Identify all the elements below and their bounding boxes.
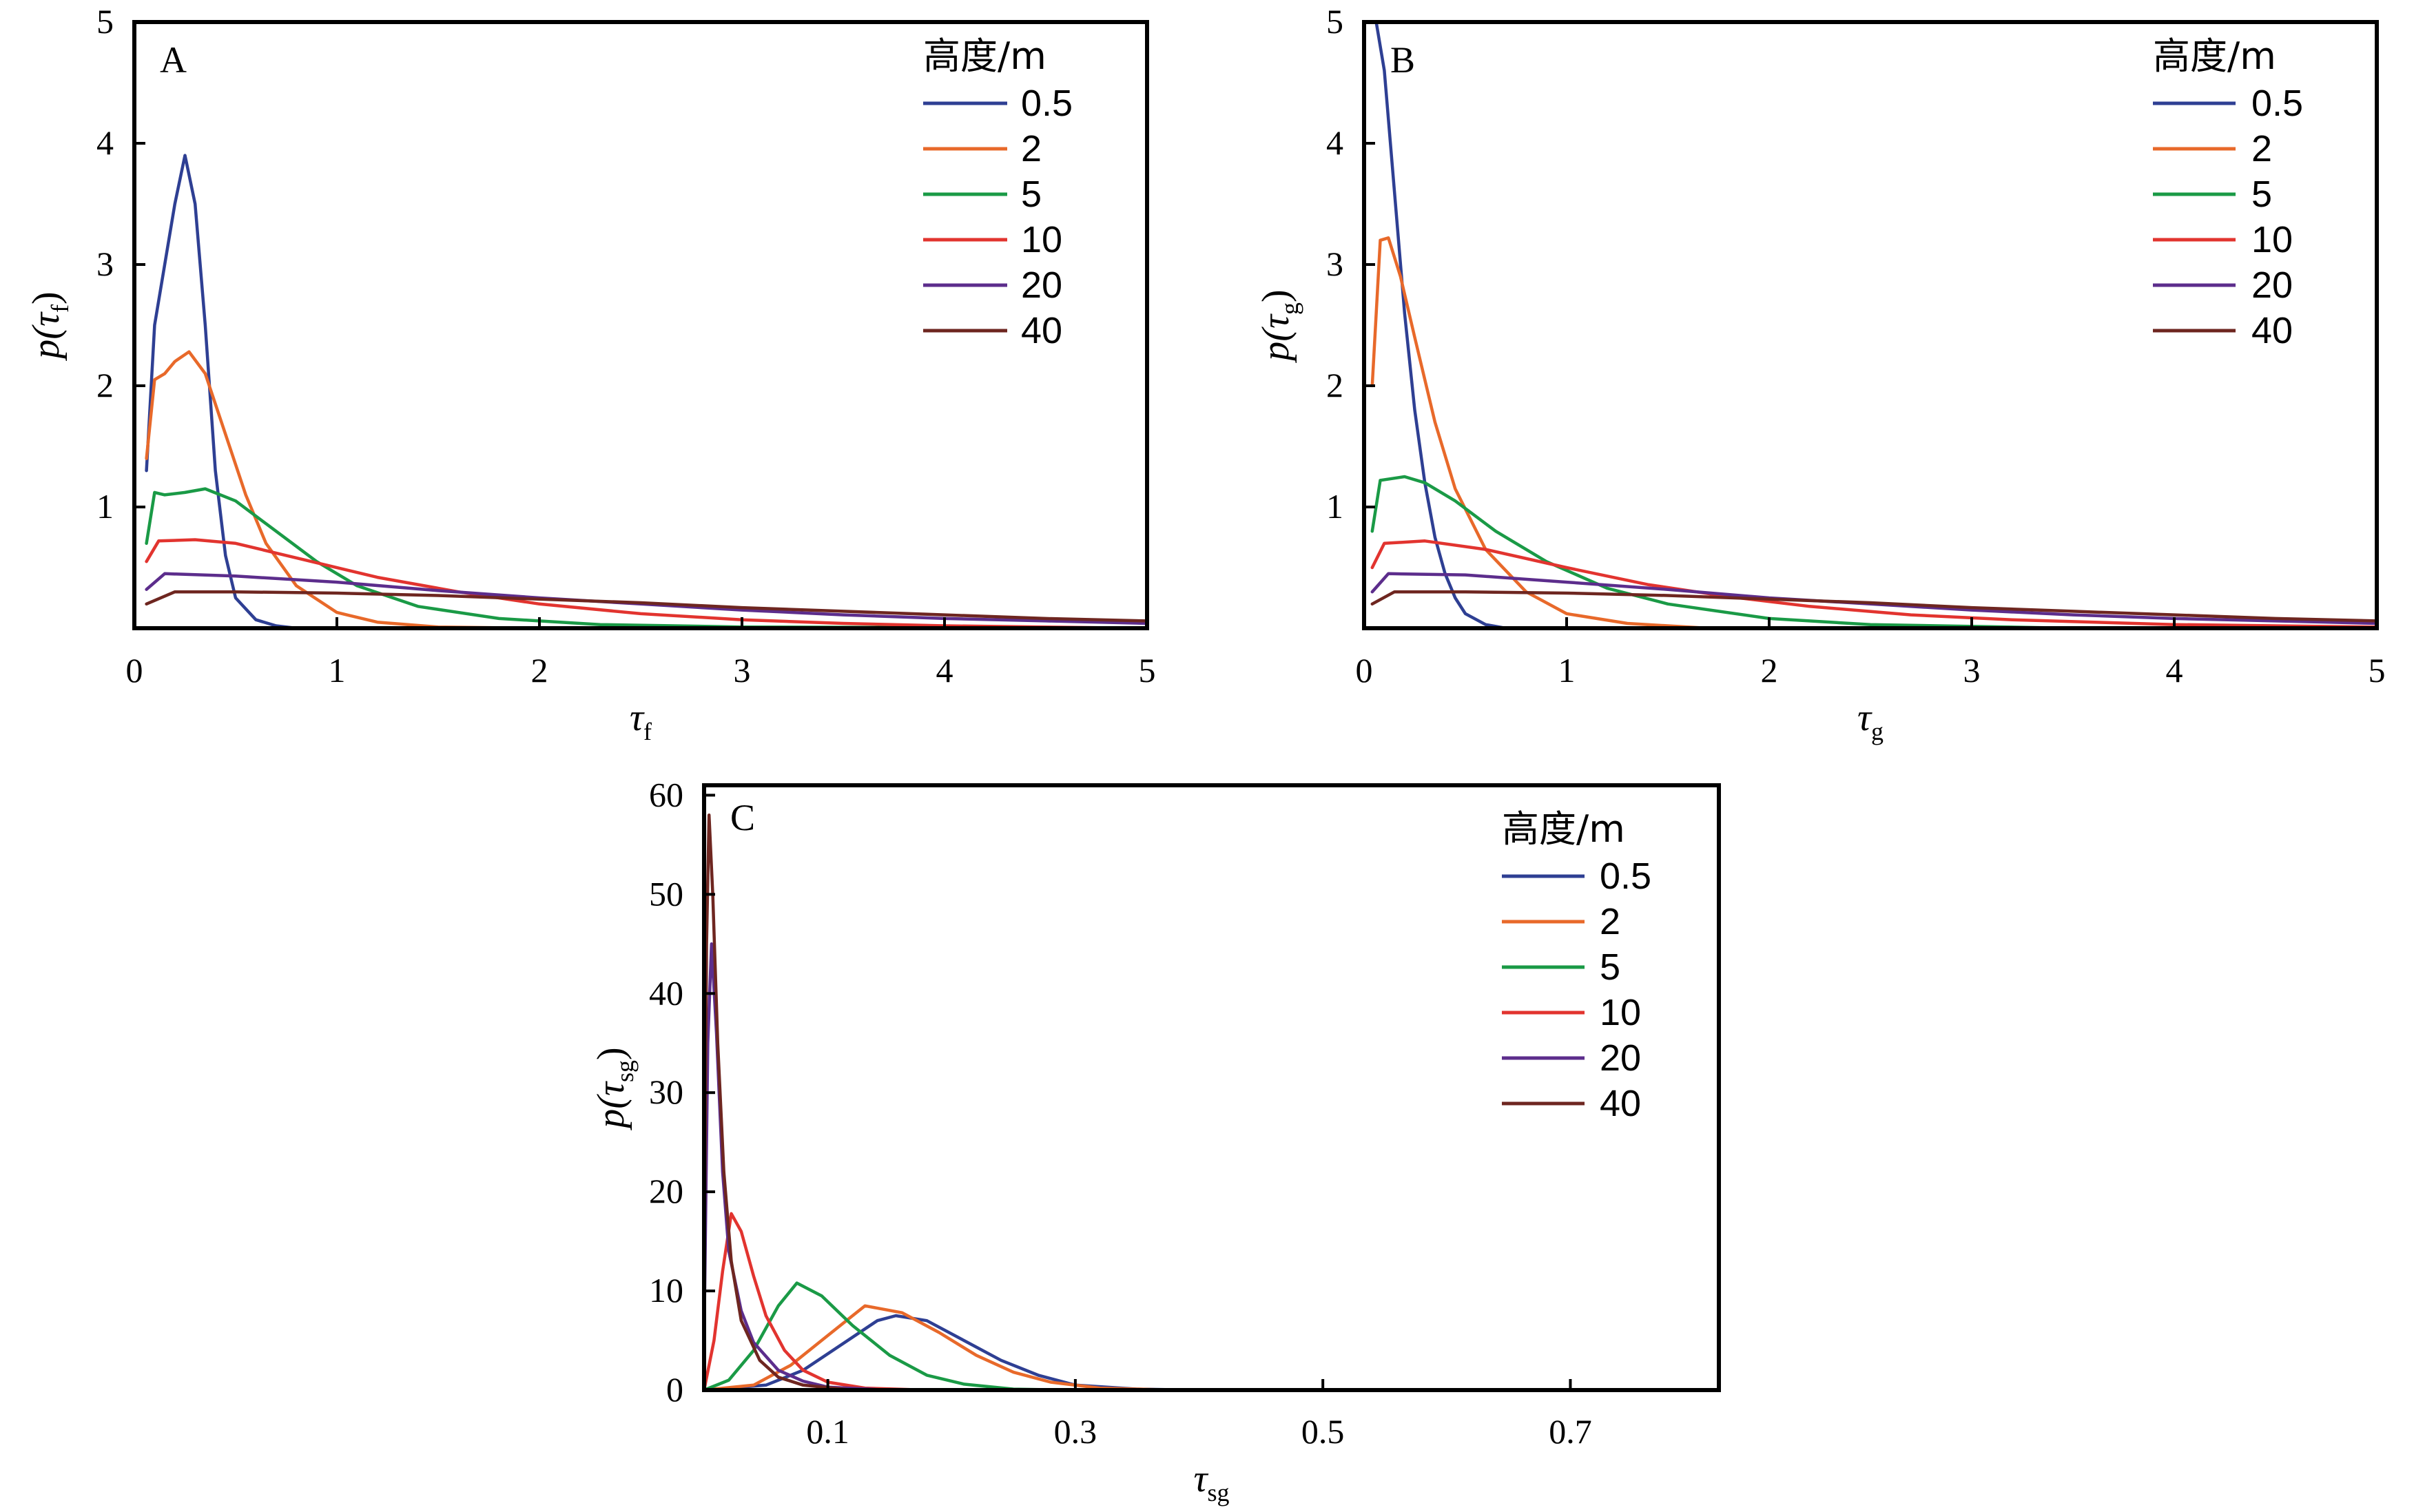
y-axis-label: p(τg)	[1255, 289, 1303, 363]
y-tick-label: 5	[1326, 2, 1343, 41]
series-group	[145, 154, 1149, 630]
legend-label: 5	[2251, 174, 2272, 215]
legend-label: 0.5	[1021, 83, 1073, 124]
series-line-0-5	[1374, 20, 1508, 630]
series-group	[1370, 20, 2379, 630]
legend-label: 20	[1600, 1037, 1641, 1079]
legend-label: 10	[2251, 219, 2293, 260]
legend-label: 0.5	[1600, 856, 1651, 897]
y-axis-label: p(τf)	[25, 291, 74, 361]
legend-title: 高度/m	[1502, 807, 1625, 851]
y-tick-label: 30	[649, 1073, 683, 1111]
legend-label: 2	[2251, 128, 2272, 169]
y-axis-label: p(τsg)	[590, 1047, 639, 1130]
legend-label: 40	[1021, 310, 1062, 351]
x-tick-label: 1	[329, 651, 346, 690]
legend-label: 0.5	[2251, 83, 2303, 124]
legend-label: 40	[1600, 1083, 1641, 1124]
legend-label: 5	[1600, 946, 1620, 988]
legend-label: 5	[1021, 174, 1042, 215]
y-tick-label: 3	[96, 245, 114, 283]
x-tick-label: 2	[1761, 651, 1778, 690]
series-line-40	[1370, 590, 2379, 623]
x-tick-label: 5	[1139, 651, 1156, 690]
x-axis-label: τf	[630, 696, 652, 745]
series-line-40	[702, 813, 854, 1392]
series-line-2	[145, 350, 541, 630]
x-tick-label: 2	[531, 651, 548, 690]
series-line-5	[145, 487, 1149, 630]
series-line-2	[1370, 236, 1711, 630]
panel-letter: A	[160, 39, 187, 81]
series-line-40	[145, 590, 1149, 623]
y-tick-label: 50	[649, 874, 683, 913]
legend-label: 10	[1021, 219, 1062, 260]
legend-label: 40	[2251, 310, 2293, 351]
y-tick-label: 40	[649, 973, 683, 1012]
series-line-20	[702, 942, 891, 1392]
plot-frame	[702, 783, 1721, 1392]
panel-letter: B	[1390, 39, 1415, 81]
y-tick-label: 4	[96, 123, 114, 162]
series-line-0-5	[145, 154, 298, 630]
x-tick-label: 0	[126, 651, 143, 690]
y-tick-label: 3	[1326, 245, 1343, 283]
y-tick-label: 5	[96, 2, 114, 41]
x-tick-label: 0	[1356, 651, 1373, 690]
x-tick-label: 1	[1558, 651, 1576, 690]
x-tick-label: 4	[2166, 651, 2183, 690]
plot-frame	[132, 20, 1149, 630]
y-tick-label: 2	[96, 366, 114, 404]
x-tick-label: 0.1	[806, 1412, 849, 1451]
series-line-10	[702, 1212, 929, 1392]
legend-label: 20	[1021, 265, 1062, 306]
y-tick-label: 0	[666, 1370, 683, 1409]
y-tick-label: 20	[649, 1172, 683, 1210]
x-tick-label: 0.7	[1549, 1412, 1592, 1451]
y-tick-label: 1	[96, 487, 114, 526]
legend-title: 高度/m	[923, 34, 1046, 78]
y-tick-label: 60	[649, 775, 683, 814]
x-axis-label: τg	[1857, 696, 1884, 745]
series-line-5	[1370, 475, 2075, 630]
panel-letter: C	[730, 797, 755, 838]
x-tick-label: 0.3	[1054, 1412, 1097, 1451]
legend-label: 2	[1600, 901, 1620, 942]
y-tick-label: 2	[1326, 366, 1343, 404]
plot-frame	[1362, 20, 2379, 630]
y-tick-label: 10	[649, 1271, 683, 1309]
series-line-10	[1370, 539, 2379, 629]
x-tick-label: 3	[734, 651, 751, 690]
y-tick-label: 4	[1326, 123, 1343, 162]
x-tick-label: 0.5	[1301, 1412, 1345, 1451]
series-line-2	[702, 1304, 1176, 1392]
x-tick-label: 5	[2369, 651, 2386, 690]
legend-label: 20	[2251, 265, 2293, 306]
x-tick-label: 4	[936, 651, 953, 690]
x-tick-label: 3	[1963, 651, 1981, 690]
x-axis-label: τsg	[1193, 1458, 1229, 1506]
series-line-0-5	[702, 1314, 1684, 1392]
legend-label: 2	[1021, 128, 1042, 169]
y-tick-label: 1	[1326, 487, 1343, 526]
legend-title: 高度/m	[2153, 34, 2276, 78]
series-line-5	[702, 1281, 1077, 1392]
legend-label: 10	[1600, 992, 1641, 1033]
